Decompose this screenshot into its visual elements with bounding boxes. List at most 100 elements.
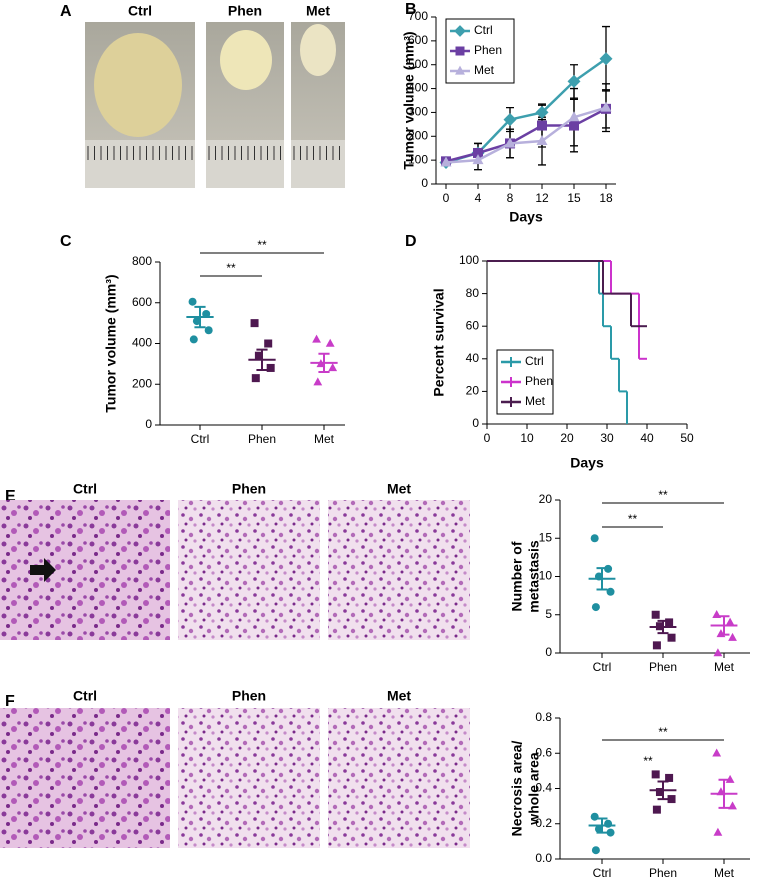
- data-point: [591, 603, 600, 612]
- photo: [178, 708, 320, 848]
- data-point: [604, 819, 613, 828]
- y-tick-label: 5: [545, 607, 552, 621]
- photo: [178, 500, 320, 640]
- legend-label: Ctrl: [474, 23, 493, 37]
- y-tick-label: 500: [408, 57, 428, 71]
- data-point: [606, 828, 615, 837]
- significance-label: **: [658, 488, 668, 502]
- photo-label: Ctrl: [73, 688, 97, 704]
- data-point: [713, 648, 723, 657]
- panel-letter: D: [405, 233, 417, 250]
- data-point: [665, 773, 674, 782]
- photo: [0, 708, 170, 848]
- significance-label: **: [658, 725, 668, 739]
- y-tick-label: 80: [466, 286, 480, 300]
- panel-letter: B: [405, 1, 417, 18]
- data-point: [651, 610, 660, 619]
- sem-bar: [657, 619, 669, 635]
- tumor: [94, 33, 182, 137]
- data-point: [569, 120, 579, 131]
- y-tick-label: 200: [132, 376, 152, 390]
- significance-label: **: [643, 754, 653, 768]
- series-line: [445, 106, 607, 164]
- y-axis-label: Tumor volume (mm³): [103, 274, 119, 412]
- legend-label: Ctrl: [525, 354, 544, 368]
- data-point: [665, 618, 674, 627]
- data-point: [440, 156, 452, 167]
- photo-label: Met: [387, 481, 411, 497]
- data-point: [590, 534, 599, 543]
- y-tick-label: 0: [472, 416, 479, 430]
- y-tick-label: 100: [408, 152, 428, 166]
- x-tick-label: Met: [314, 432, 335, 446]
- y-axis-label: whole area: [526, 752, 542, 826]
- data-point: [568, 111, 580, 122]
- panel-letter: E: [5, 488, 16, 505]
- y-tick-label: 0: [145, 417, 152, 431]
- y-tick-label: 300: [408, 105, 428, 119]
- data-point: [266, 363, 275, 372]
- data-point: [472, 154, 484, 165]
- y-tick-label: 100: [459, 253, 479, 267]
- data-point: [591, 846, 600, 855]
- y-axis-label: Percent survival: [431, 288, 447, 396]
- significance-label: **: [628, 512, 638, 526]
- x-tick-label: 10: [520, 431, 534, 445]
- x-tick-label: Ctrl: [593, 866, 612, 879]
- x-tick-label: 40: [640, 431, 654, 445]
- legend-marker: [454, 25, 466, 37]
- legend-label: Phen: [474, 43, 502, 57]
- panel-letter: A: [60, 3, 72, 20]
- sem-bar: [718, 778, 730, 809]
- y-tick-label: 0.0: [535, 851, 552, 865]
- data-point: [536, 135, 548, 146]
- y-tick-label: 0.2: [535, 816, 552, 830]
- photo-label: Phen: [232, 481, 266, 497]
- photo: [328, 708, 470, 848]
- legend-marker: [455, 65, 465, 75]
- data-point: [202, 309, 211, 318]
- data-point: [652, 805, 661, 814]
- data-point: [713, 827, 723, 836]
- legend-label: Phen: [525, 374, 553, 388]
- data-point: [535, 105, 549, 119]
- data-point: [325, 338, 335, 347]
- y-tick-label: 600: [132, 295, 152, 309]
- x-tick-label: 4: [475, 191, 482, 205]
- sem-bar: [596, 817, 608, 834]
- data-point: [567, 74, 581, 88]
- data-point: [712, 748, 722, 757]
- data-point: [667, 633, 676, 642]
- data-point: [503, 113, 517, 127]
- y-axis-label: Number of: [509, 541, 525, 611]
- data-point: [188, 297, 197, 306]
- legend-marker: [455, 46, 465, 56]
- x-tick-label: 18: [599, 191, 613, 205]
- ruler: [206, 140, 284, 188]
- data-point: [192, 317, 201, 326]
- sem-bar: [318, 352, 330, 374]
- x-tick-label: Phen: [649, 660, 677, 674]
- x-tick-label: Ctrl: [593, 660, 612, 674]
- data-point: [600, 101, 612, 112]
- x-tick-label: Ctrl: [191, 432, 210, 446]
- panel-letter: F: [5, 693, 15, 710]
- y-tick-label: 0.6: [535, 745, 552, 759]
- panel-letter: C: [60, 233, 72, 250]
- data-point: [728, 801, 737, 810]
- x-tick-label: 15: [567, 191, 581, 205]
- y-tick-label: 600: [408, 33, 428, 47]
- photo-label: Met: [306, 3, 330, 19]
- tumor: [220, 30, 272, 90]
- photo-label: Phen: [228, 3, 262, 19]
- data-point: [655, 788, 664, 797]
- x-tick-label: 12: [535, 191, 549, 205]
- data-point: [652, 641, 661, 650]
- data-point: [594, 825, 603, 834]
- y-tick-label: 0.8: [535, 710, 552, 724]
- data-point: [328, 363, 338, 372]
- data-point: [312, 334, 321, 343]
- x-tick-label: 0: [484, 431, 491, 445]
- x-axis-label: Days: [509, 209, 543, 225]
- tumor: [300, 24, 336, 76]
